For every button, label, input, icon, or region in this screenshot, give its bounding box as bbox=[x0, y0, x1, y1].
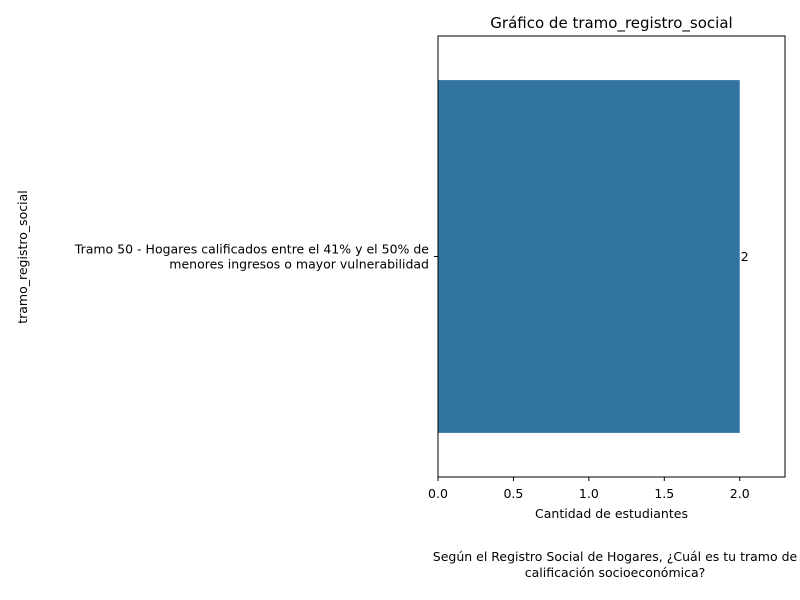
y-tick-label: Tramo 50 - Hogares calificados entre el … bbox=[74, 242, 430, 257]
y-axis-label: tramo_registro_social bbox=[15, 190, 30, 324]
data-labels: 2 bbox=[741, 249, 749, 264]
x-tick-label: 0.5 bbox=[503, 486, 523, 501]
bars bbox=[438, 80, 740, 433]
chart-title: Gráfico de tramo_registro_social bbox=[490, 14, 732, 33]
x-tick-label: 1.0 bbox=[579, 486, 599, 501]
x-tick-label: 0.0 bbox=[428, 486, 448, 501]
x-axis-ticks: 0.0 0.5 1.0 1.5 2.0 bbox=[428, 477, 750, 501]
y-tick-label: menores ingresos o mayor vulnerabilidad bbox=[169, 257, 429, 272]
y-axis-ticks: Tramo 50 - Hogares calificados entre el … bbox=[74, 242, 438, 272]
data-label: 2 bbox=[741, 249, 749, 264]
caption-line: calificación socioeconómica? bbox=[524, 565, 706, 580]
bar bbox=[438, 80, 740, 433]
figure-caption: Según el Registro Social de Hogares, ¿Cu… bbox=[400, 549, 800, 581]
x-tick-label: 2.0 bbox=[730, 486, 750, 501]
x-tick-label: 1.5 bbox=[654, 486, 674, 501]
caption-line: Según el Registro Social de Hogares, ¿Cu… bbox=[432, 549, 798, 564]
x-axis-label: Cantidad de estudiantes bbox=[535, 506, 688, 521]
